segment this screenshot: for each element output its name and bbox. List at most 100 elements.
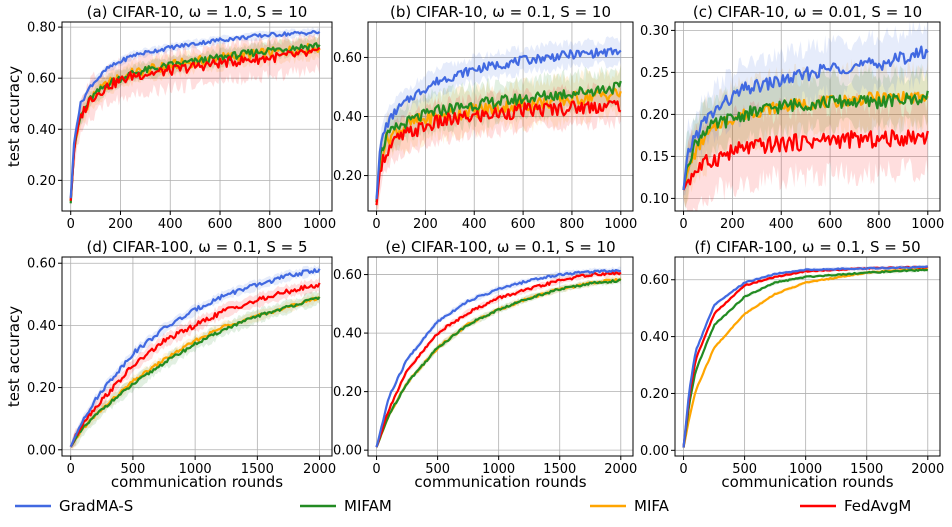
y-tick-label: 0.40 [27,319,56,334]
chart-title: (a) CIFAR-10, ω = 1.0, S = 10 [87,3,308,21]
variance-band-mifa [70,292,320,450]
variance-band-mifa [683,56,928,207]
chart-title: (f) CIFAR-100, ω = 0.1, S = 50 [694,238,920,256]
x-tick-label: 800 [257,217,282,232]
y-tick-label: 0.20 [27,381,56,396]
legend-label-mifa: MIFA [634,497,670,515]
chart-title: (d) CIFAR-100, ω = 0.1, S = 5 [86,238,307,256]
variance-band-gradma-s [683,22,928,196]
series-line-gradma-s [682,45,929,191]
grid [368,257,633,456]
y-tick-label: 0.40 [333,327,362,342]
y-tick-label: 0.20 [333,169,362,184]
x-tick-label: 400 [462,217,487,232]
x-tick-label: 0 [67,462,75,477]
y-tick-label: 0.40 [333,110,362,125]
y-tick-label: 0.00 [640,444,669,459]
y-tick-label: 0.40 [640,330,669,345]
x-tick-label: 400 [769,217,794,232]
plot-area [375,36,622,211]
y-tick-label: 0.15 [640,150,669,165]
series-line-gradma-s [69,268,321,448]
y-tick-label: 0.20 [27,174,56,189]
plot-area [375,266,622,448]
y-tick-label: 0.10 [640,192,669,207]
series-line-fedavgm [375,99,622,206]
x-axis-label: communication rounds [414,473,586,491]
series-line-mifam [682,268,929,448]
x-tick-label: 200 [108,217,133,232]
y-tick-label: 0.40 [27,123,56,138]
x-tick-label: 1000 [911,217,944,232]
series-line-fedavgm [69,282,321,448]
legend: GradMA-S MIFAM MIFA FedAvgM [15,497,911,515]
x-tick-label: 1500 [543,462,576,477]
plot-area [682,22,929,211]
y-axis-label: test accuracy [5,306,23,407]
x-axis-label: communication rounds [721,473,893,491]
y-tick-label: 0.60 [27,257,56,272]
grid [62,22,332,211]
chart-title: (c) CIFAR-10, ω = 0.01, S = 10 [693,3,922,21]
chart-panel-2: 0 200 400 600 800 1000 0.20 0.40 0.60 (b) CIFAR-1… [333,3,637,232]
chart-panel-1: 0 200 400 600 800 1000 0.20 0.40 0.60 0.80 (a) CIF… [5,3,336,232]
x-tick-label: 0 [372,462,380,477]
chart-panel-3: 0 200 400 600 800 1000 0.10 0.15 0.20 0.25 0.30 (c)… [640,3,944,232]
axes-frame [367,256,634,457]
x-tick-label: 200 [720,217,745,232]
x-tick-label: 200 [413,217,438,232]
x-tick-label: 1000 [303,217,336,232]
series-line-mifam [375,80,622,203]
legend-label-mifam: MIFAM [344,497,392,515]
chart-panel-4: 0 500 1000 1500 2000 0.00 0.20 0.40 0.60 (d) CIFA… [5,238,336,491]
x-tick-label: 500 [121,462,146,477]
chart-title: (e) CIFAR-100, ω = 0.1, S = 10 [385,238,615,256]
x-tick-label: 600 [511,217,536,232]
y-tick-label: 0.60 [333,51,362,66]
y-axis-label: test accuracy [5,66,23,167]
series-line-mifam [69,42,321,204]
axes-frame [674,256,941,457]
axes-frame [61,21,333,212]
x-tick-label: 1500 [241,462,274,477]
chart-panel-6: 0 500 1000 1500 2000 0.00 0.20 0.40 0.60 (f) CIFA… [640,238,944,491]
y-tick-label: 0.00 [27,443,56,458]
x-tick-label: 800 [560,217,585,232]
x-axis-label: communication rounds [111,473,283,491]
chart-panel-5: 0 500 1000 1500 2000 0.00 0.20 0.40 0.60 (e) CIFA… [333,238,637,491]
series-line-mifam [375,278,622,448]
legend-label-gradma-s: GradMA-S [59,497,133,515]
y-tick-label: 0.60 [27,72,56,87]
variance-band-fedavgm [376,80,621,210]
series-line-fedavgm [69,46,321,201]
y-tick-label: 0.80 [27,21,56,36]
x-tick-label: 2000 [911,462,944,477]
x-tick-label: 600 [818,217,843,232]
series-line-mifam [69,296,321,448]
y-tick-label: 0.20 [333,385,362,400]
axes-frame [61,256,333,457]
variance-band-fedavgm [70,31,320,206]
chart-title: (b) CIFAR-10, ω = 0.1, S = 10 [390,3,611,21]
x-tick-label: 1000 [604,217,637,232]
x-tick-label: 800 [867,217,892,232]
y-tick-label: 0.00 [333,444,362,459]
y-tick-label: 0.20 [640,387,669,402]
series-line-gradma-s [375,47,622,200]
x-tick-label: 0 [679,217,687,232]
x-tick-label: 1000 [482,462,515,477]
variance-band-fedavgm [70,276,320,449]
x-tick-label: 2000 [604,462,637,477]
y-tick-label: 0.20 [640,108,669,123]
series-line-fedavgm [375,271,622,448]
y-tick-label: 0.60 [333,268,362,283]
plot-area [69,27,321,206]
x-tick-label: 1500 [850,462,883,477]
x-tick-label: 600 [208,217,233,232]
series-line-mifam [682,90,929,191]
series-line-gradma-s [682,265,928,448]
series-line-mifa [375,87,622,203]
x-tick-label: 1000 [789,462,822,477]
x-tick-label: 1000 [179,462,212,477]
plot-area [69,264,321,450]
